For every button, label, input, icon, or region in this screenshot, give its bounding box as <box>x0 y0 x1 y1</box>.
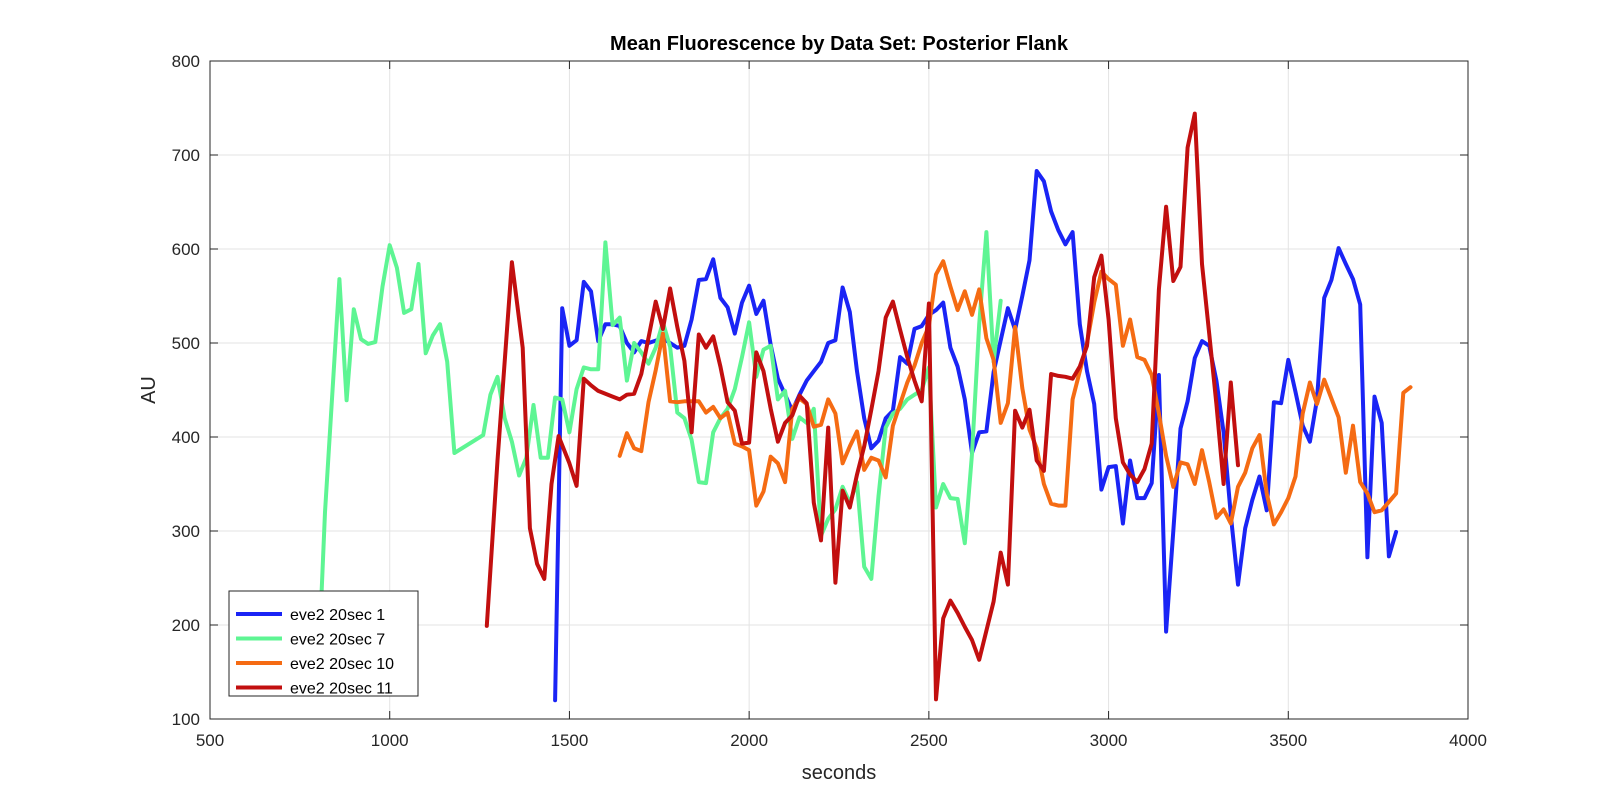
y-tick-label: 300 <box>172 522 200 541</box>
y-tick-label: 800 <box>172 52 200 71</box>
x-tick-label: 2000 <box>730 731 768 750</box>
x-tick-label: 4000 <box>1449 731 1487 750</box>
x-tick-label: 3500 <box>1269 731 1307 750</box>
series-line-4 <box>484 111 1240 702</box>
y-tick-label: 500 <box>172 334 200 353</box>
legend-box <box>228 590 419 697</box>
x-tick-label: 1000 <box>371 731 409 750</box>
x-tick-label: 2500 <box>910 731 948 750</box>
legend-label-2: eve2 20sec 7 <box>290 632 385 649</box>
legend-label-4: eve2 20sec 11 <box>290 681 393 698</box>
plot-background <box>210 61 1468 719</box>
x-axis-label: seconds <box>802 762 877 784</box>
legend-label-1: eve2 20sec 1 <box>290 607 385 624</box>
series-line-1 <box>553 169 1399 703</box>
y-tick-label: 200 <box>172 616 200 635</box>
chart-title: Mean Fluorescence by Data Set: Posterior… <box>610 33 1069 55</box>
legend: eve2 20sec 1 eve2 20sec 7 eve2 20sec 10 eve… <box>228 590 419 698</box>
y-tick-label: 600 <box>172 240 200 259</box>
legend-label-3: eve2 20sec 10 <box>290 656 394 673</box>
y-tick-label: 400 <box>172 428 200 447</box>
series-lines <box>319 111 1413 703</box>
y-tick-label: 100 <box>172 710 200 729</box>
series-line-3 <box>617 259 1413 527</box>
series-line-2 <box>319 230 1003 599</box>
x-axis-ticks: 500 1000 1500 2000 2500 3000 3500 4000 <box>196 61 1487 750</box>
x-tick-label: 500 <box>196 731 224 750</box>
y-axis-label: AU <box>138 376 160 404</box>
y-tick-label: 700 <box>172 146 200 165</box>
plot-frame <box>209 60 1469 720</box>
x-tick-label: 3000 <box>1090 731 1128 750</box>
x-tick-label: 1500 <box>551 731 589 750</box>
